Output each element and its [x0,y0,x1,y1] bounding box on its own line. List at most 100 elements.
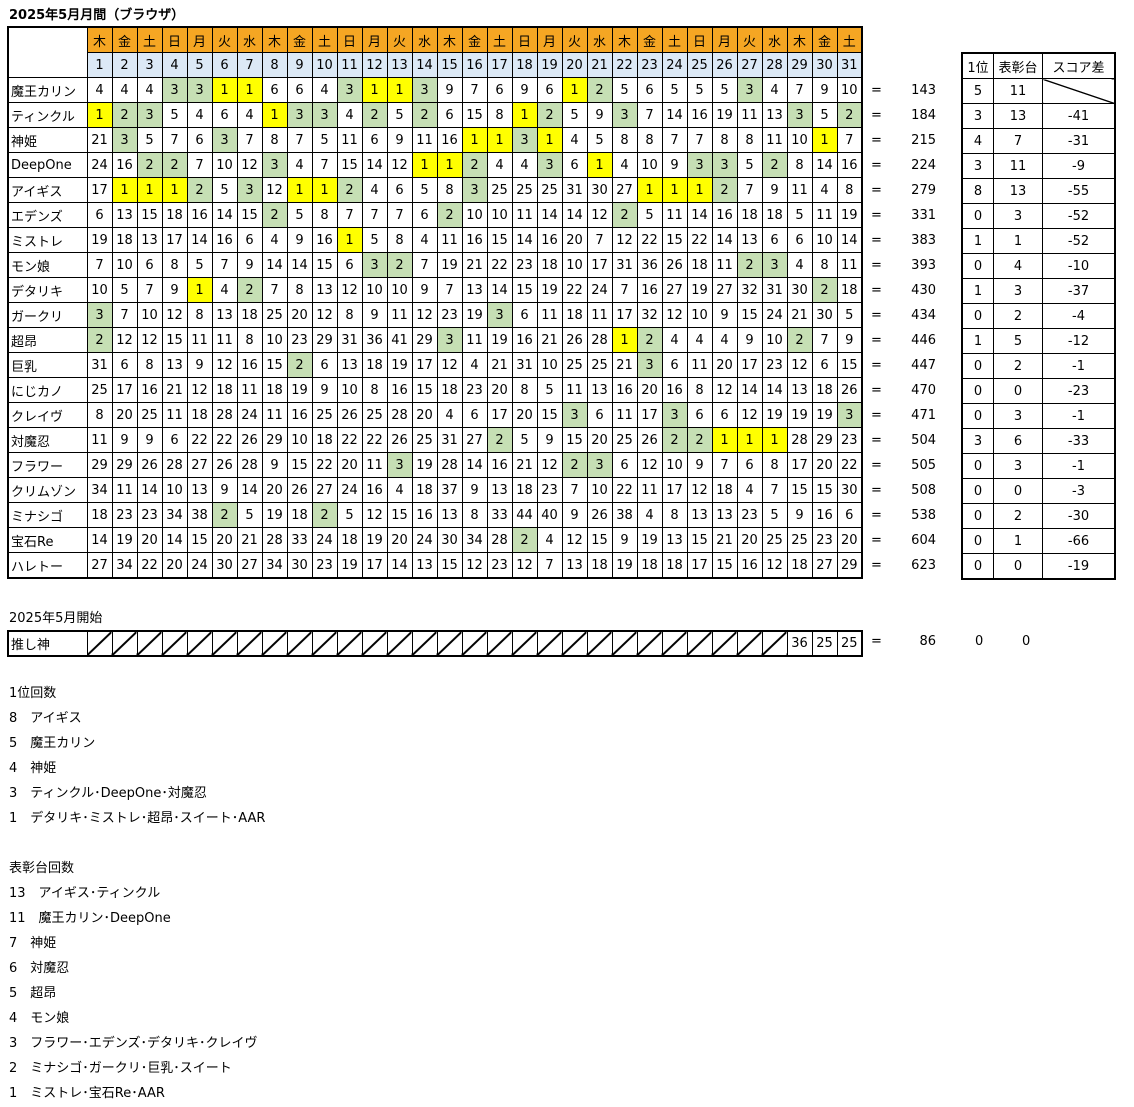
rank-cell: 11 [386,302,413,328]
rank-cell: 24 [586,277,613,303]
podium-count: 1 [993,228,1043,254]
summary-header: スコア差 [1042,52,1116,79]
rank-cell: 19 [261,502,288,528]
rank-cell: 12 [636,452,663,478]
score-total: 279 [911,183,936,198]
rank-cell: 12 [661,302,688,328]
game-name: 超昂 [7,327,88,353]
rank-cell: 21 [161,377,188,403]
rank-cell: 13 [111,202,138,228]
weekday-header: 土 [836,26,863,53]
date-header: 3 [136,52,163,78]
rank-cell: 4 [336,102,363,128]
game-name: クリムゾン [7,477,88,503]
rank-cell: 7 [436,277,463,303]
hatched-cell [561,630,588,657]
rank-cell: 5 [236,502,263,528]
rank-cell: 13 [311,277,338,303]
rank-cell: 16 [636,277,663,303]
weekday-header: 火 [561,26,588,53]
rank-cell: 17 [786,452,813,478]
table-row: クレイヴ 8 20 25 11 18 28 24 11 16 25 26 25 28 20 4 6 17 20 15 3… [7,402,863,428]
rank-cell: 2 [336,177,363,203]
rank-cell: 6 [711,402,738,428]
first-place-count: 0 [961,353,994,379]
rank-cell: 16 [111,152,138,178]
rank-cell: 18 [86,502,113,528]
rank-cell: 10 [486,202,513,228]
rank-cell: 7 [311,152,338,178]
rank-cell: 6 [186,127,213,153]
rank-cell: 4 [786,252,813,278]
rank-cell: 11 [86,427,113,453]
rank-cell: 1 [386,77,413,103]
score-diff: -4 [1042,303,1116,329]
rank-cell: 17 [611,302,638,328]
rank-cell: 14 [511,227,538,253]
oshi-equals: = [871,634,882,649]
rank-cell: 25 [811,630,838,657]
rank-cell: 10 [561,252,588,278]
rank-cell: 1 [211,77,238,103]
weekday-header: 土 [136,26,163,53]
rank-cell: 3 [736,77,763,103]
rank-cell: 1 [461,127,488,153]
first-place-count: 4 [961,128,994,154]
weekday-header: 月 [536,26,563,53]
podium-count-list: 表彰台回数 13 アイギス･ティンクル 11 魔王カリン･DeepOne 7 神姫 6… [9,856,258,1106]
list-item: 5 魔王カリン [9,736,96,751]
rank-cell: 2 [261,202,288,228]
rank-cell: 15 [411,377,438,403]
hatched-cell [86,630,113,657]
rank-cell: 4 [561,127,588,153]
equals-sign: = [871,383,882,398]
rank-cell: 9 [511,77,538,103]
summary-row: 0 0 -3 [961,478,1116,504]
rank-cell: 27 [461,427,488,453]
date-header: 29 [786,52,813,78]
rank-cell: 26 [136,452,163,478]
rank-cell: 31 [761,277,788,303]
rank-cell: 5 [136,127,163,153]
rank-cell: 6 [786,227,813,253]
rank-cell: 8 [361,377,388,403]
date-header: 31 [836,52,863,78]
list-item: 1 デタリキ･ミストレ･超昂･スイート･AAR [9,811,266,826]
equals-sign: = [871,558,882,573]
rank-cell: 14 [536,202,563,228]
rank-cell: 3 [186,77,213,103]
table-row: ミナシゴ 18 23 23 34 38 2 5 19 18 2 5 12 15 16 13 8 33 44 40 9 26… [7,502,863,528]
rank-cell: 7 [761,477,788,503]
rank-cell: 5 [361,227,388,253]
oshi-podium: 0 [1022,634,1031,649]
rank-cell: 27 [661,277,688,303]
rank-cell: 7 [736,177,763,203]
rank-cell: 21 [486,352,513,378]
rank-cell: 16 [511,327,538,353]
rank-cell: 28 [786,427,813,453]
rank-cell: 22 [686,227,713,253]
rank-cell: 7 [211,252,238,278]
rank-cell: 9 [311,377,338,403]
rank-cell: 9 [461,477,488,503]
rank-cell: 5 [311,127,338,153]
rank-cell: 26 [386,427,413,453]
rank-cell: 26 [211,452,238,478]
score-diff: -19 [1042,553,1116,580]
date-header: 8 [261,52,288,78]
rank-cell: 9 [686,452,713,478]
equals-sign: = [871,108,882,123]
rank-cell: 1 [511,102,538,128]
rank-cell: 19 [286,377,313,403]
rank-cell: 6 [436,102,463,128]
equals-sign: = [871,258,882,273]
rank-cell: 8 [136,352,163,378]
rank-cell: 15 [586,527,613,553]
rank-cell: 9 [211,477,238,503]
score-diff: -12 [1042,328,1116,354]
rank-cell: 11 [536,302,563,328]
rank-cell: 17 [411,352,438,378]
list-item: 8 アイギス [9,711,82,726]
score-total: 505 [911,458,936,473]
rank-cell: 10 [811,227,838,253]
